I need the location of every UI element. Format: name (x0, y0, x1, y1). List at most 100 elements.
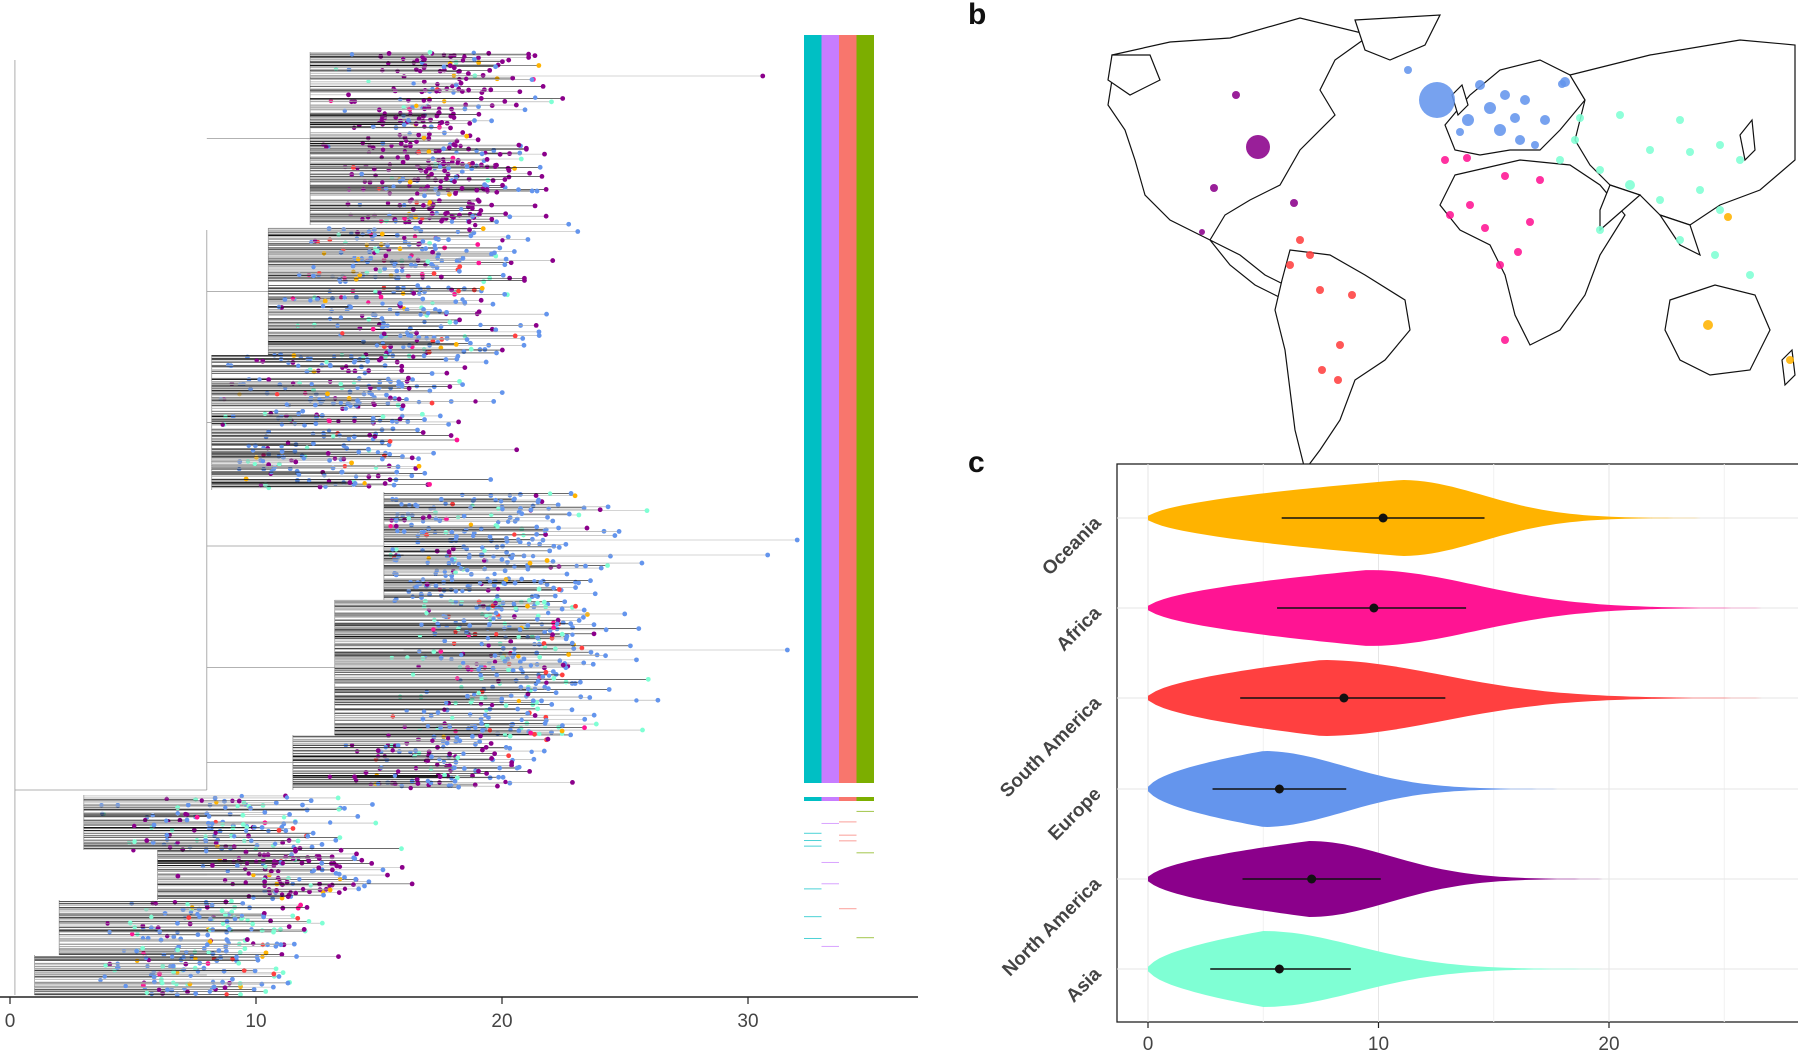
tree-tip (421, 306, 426, 312)
tree-tip (560, 620, 566, 626)
tree-tip (344, 446, 350, 451)
phylogenetic-tree (14, 49, 800, 998)
tree-tip (465, 568, 470, 573)
tree-tip (158, 937, 164, 943)
map-land (1354, 14, 1442, 61)
tree-tip (396, 379, 402, 385)
tree-tip (219, 908, 225, 914)
tree-tip (426, 349, 432, 355)
tree-tip (355, 813, 361, 819)
tree-tip (553, 646, 558, 652)
tree-tip (224, 992, 229, 997)
tree-tip (362, 883, 367, 889)
tree-tip (434, 113, 440, 119)
tree-tip (395, 383, 401, 389)
tree-tip (590, 661, 596, 667)
map-point (1232, 91, 1240, 99)
tree-tip (425, 778, 431, 784)
tree-tip (447, 384, 453, 390)
tree-tip (334, 863, 340, 869)
tree-tip (517, 89, 523, 95)
tree-tip (581, 607, 587, 613)
tree-tip (506, 57, 512, 63)
tree-tip (483, 744, 489, 750)
tree-tip (415, 427, 420, 433)
tree-tip (380, 140, 386, 146)
tree-tip (280, 860, 286, 866)
strip-segment (856, 852, 874, 854)
tree-tip (243, 828, 249, 834)
tree-tip (223, 805, 228, 810)
tree-tip (420, 716, 426, 722)
tree-tip (576, 618, 582, 623)
tree-tip (529, 536, 535, 542)
tree-tip (447, 319, 453, 325)
tree-tip (465, 71, 471, 76)
tree-tip (371, 166, 377, 172)
tree-tip (385, 376, 391, 382)
tree-tip (536, 329, 542, 335)
violin-category-label: Europe (1044, 784, 1105, 845)
tree-tip (431, 734, 437, 740)
tree-tip (276, 974, 282, 979)
tree-tip (460, 588, 465, 594)
tree-tip (511, 601, 517, 606)
map-point (1494, 124, 1506, 136)
tree-tip (391, 184, 396, 189)
tree-tip (286, 360, 291, 366)
map-point (1724, 213, 1732, 221)
tree-tip (421, 353, 427, 359)
tree-tip (326, 418, 331, 423)
tree-tip (475, 137, 481, 143)
tree-tip (572, 493, 578, 499)
map-point (1296, 236, 1304, 244)
tree-tip (338, 847, 344, 853)
tree-tip (460, 130, 466, 135)
tree-tip (307, 889, 312, 895)
tree-tip (563, 636, 569, 642)
tree-tip (416, 399, 422, 405)
tree-tip (503, 211, 509, 217)
strip-column (804, 35, 822, 783)
tree-tip (448, 433, 454, 438)
tree-tip (547, 491, 553, 496)
tree-tip (359, 364, 364, 370)
tree-tip (441, 146, 446, 152)
tree-tip (371, 402, 377, 408)
tree-tip (312, 402, 318, 408)
tree-tip (588, 649, 594, 655)
tree-tip (459, 161, 465, 167)
tree-tip (131, 823, 137, 829)
tree-tip (420, 430, 426, 435)
tree-tip (444, 370, 450, 376)
map-point (1210, 184, 1218, 192)
tree-tip (490, 178, 496, 183)
tree-tip (468, 346, 474, 352)
tree-tip (369, 861, 375, 866)
tree-tip (544, 582, 550, 587)
tree-tip (149, 991, 154, 997)
tree-tip (427, 388, 433, 394)
tree-tip (437, 106, 442, 111)
tree-tip (449, 529, 455, 535)
tree-tip (473, 222, 478, 228)
tree-tip (476, 768, 481, 774)
tree-tip (468, 233, 474, 239)
tree-tip (577, 679, 583, 685)
tree-tip (379, 765, 384, 770)
tree-tip (252, 968, 258, 974)
tree-tip (655, 697, 661, 703)
tree-tip (395, 464, 401, 470)
map-point (1540, 115, 1550, 125)
tree-tip (502, 98, 508, 104)
tree-tip (295, 915, 301, 921)
map-land (1444, 59, 1586, 156)
violin-plot-frame (1116, 463, 1798, 1023)
tree-tip (550, 559, 556, 564)
map-point (1686, 148, 1694, 156)
tree-tip (529, 77, 535, 82)
tree-tip (485, 606, 491, 611)
tree-tip (418, 312, 423, 317)
tree-tip (405, 375, 411, 381)
tree-tip (536, 63, 542, 68)
